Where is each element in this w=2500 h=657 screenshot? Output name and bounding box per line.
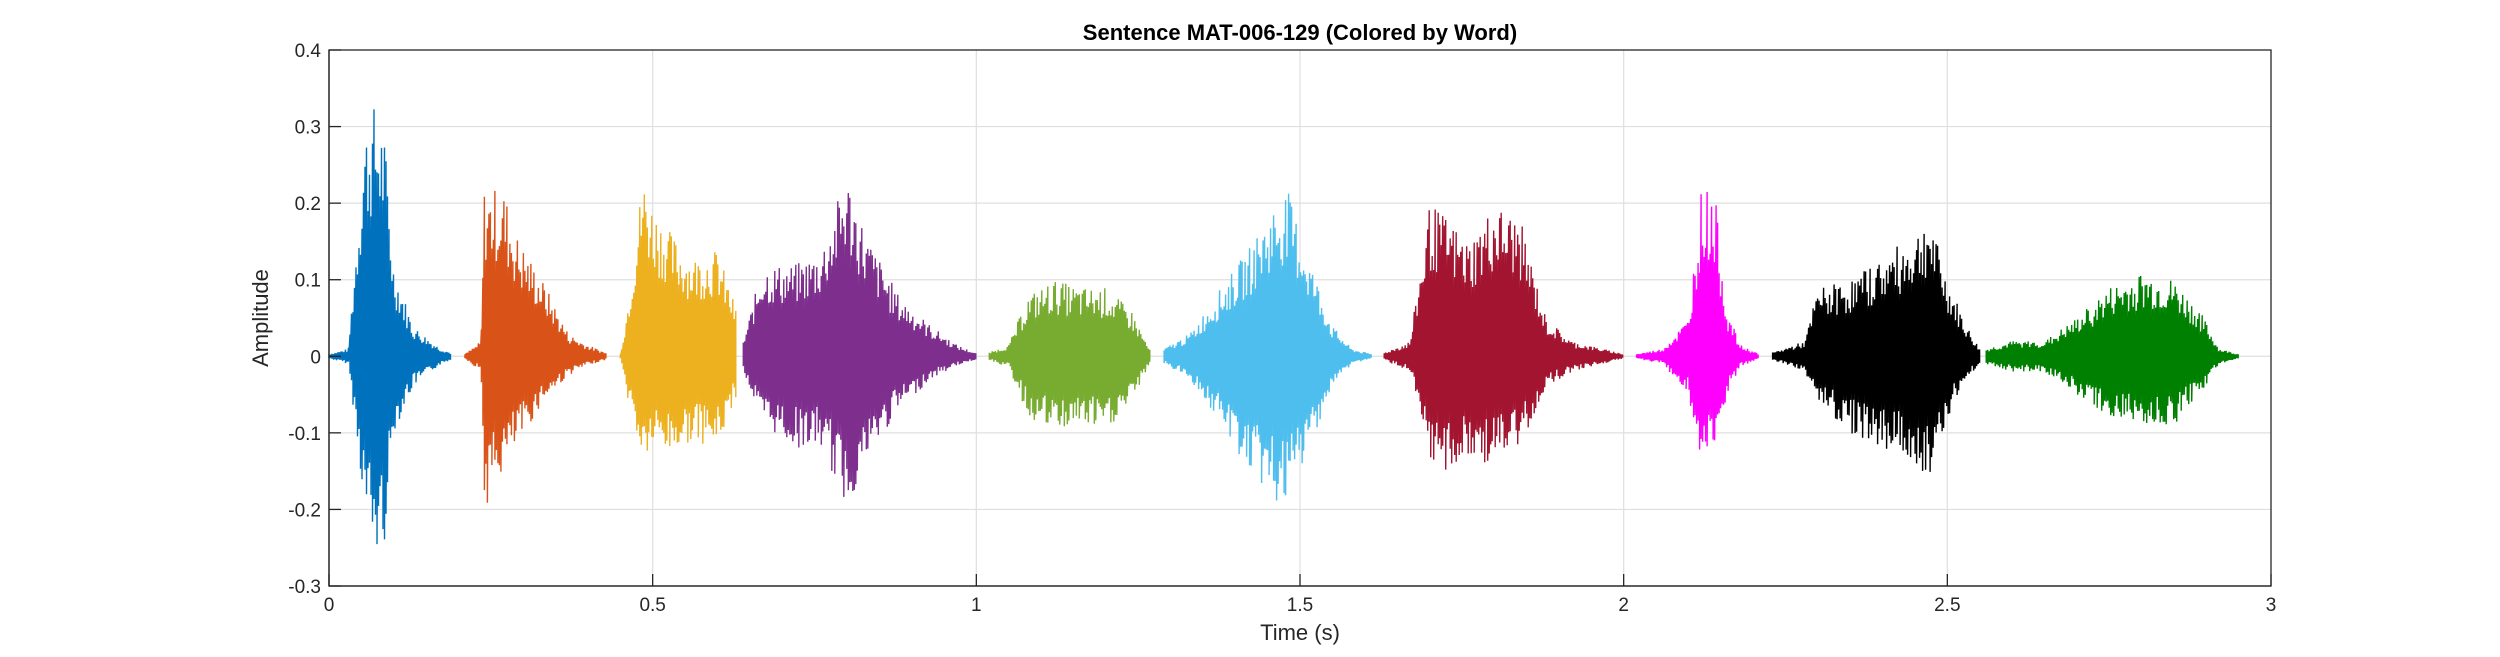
x-tick-label: 3 <box>2266 595 2277 616</box>
word-waveform-8 <box>1635 191 1759 450</box>
x-tick-label: 0.5 <box>639 595 665 616</box>
y-axis-label: Amplitude <box>248 269 273 367</box>
word-waveform-9 <box>1771 233 1981 472</box>
y-tick-label: 0 <box>310 347 321 368</box>
y-tick-label: -0.1 <box>288 424 321 445</box>
x-tick-label: 1.5 <box>1287 595 1313 616</box>
x-tick-label: 2.5 <box>1934 595 1960 616</box>
y-tick-label: 0.1 <box>295 271 321 292</box>
y-tick-label: 0.4 <box>295 41 322 62</box>
x-tick-label: 0 <box>324 595 335 616</box>
word-waveform-5 <box>988 282 1151 427</box>
word-waveform-10 <box>1985 275 2239 425</box>
y-tick-label: 0.2 <box>295 194 321 215</box>
word-waveform-7 <box>1383 209 1624 470</box>
x-tick-label: 1 <box>971 595 982 616</box>
x-axis-label: Time (s) <box>1260 620 1340 645</box>
word-waveform-1 <box>328 109 452 545</box>
y-tick-label: -0.2 <box>288 500 321 521</box>
y-tick-label: -0.3 <box>288 577 321 598</box>
y-tick-label: 0.3 <box>295 118 321 139</box>
chart-title: Sentence MAT-006-129 (Colored by Word) <box>1083 20 1517 45</box>
word-waveform-4 <box>742 192 977 497</box>
x-tick-label: 2 <box>1618 595 1629 616</box>
word-waveform-6 <box>1163 193 1372 501</box>
word-waveform-3 <box>619 194 737 451</box>
waveform-series <box>328 109 2239 545</box>
word-waveform-2 <box>464 190 607 503</box>
ticks: 0 0.5 1 1.5 2 2.5 3 -0.3 -0.2 -0.1 0 0.1 0.2 0.3 0.4 <box>288 41 2276 616</box>
